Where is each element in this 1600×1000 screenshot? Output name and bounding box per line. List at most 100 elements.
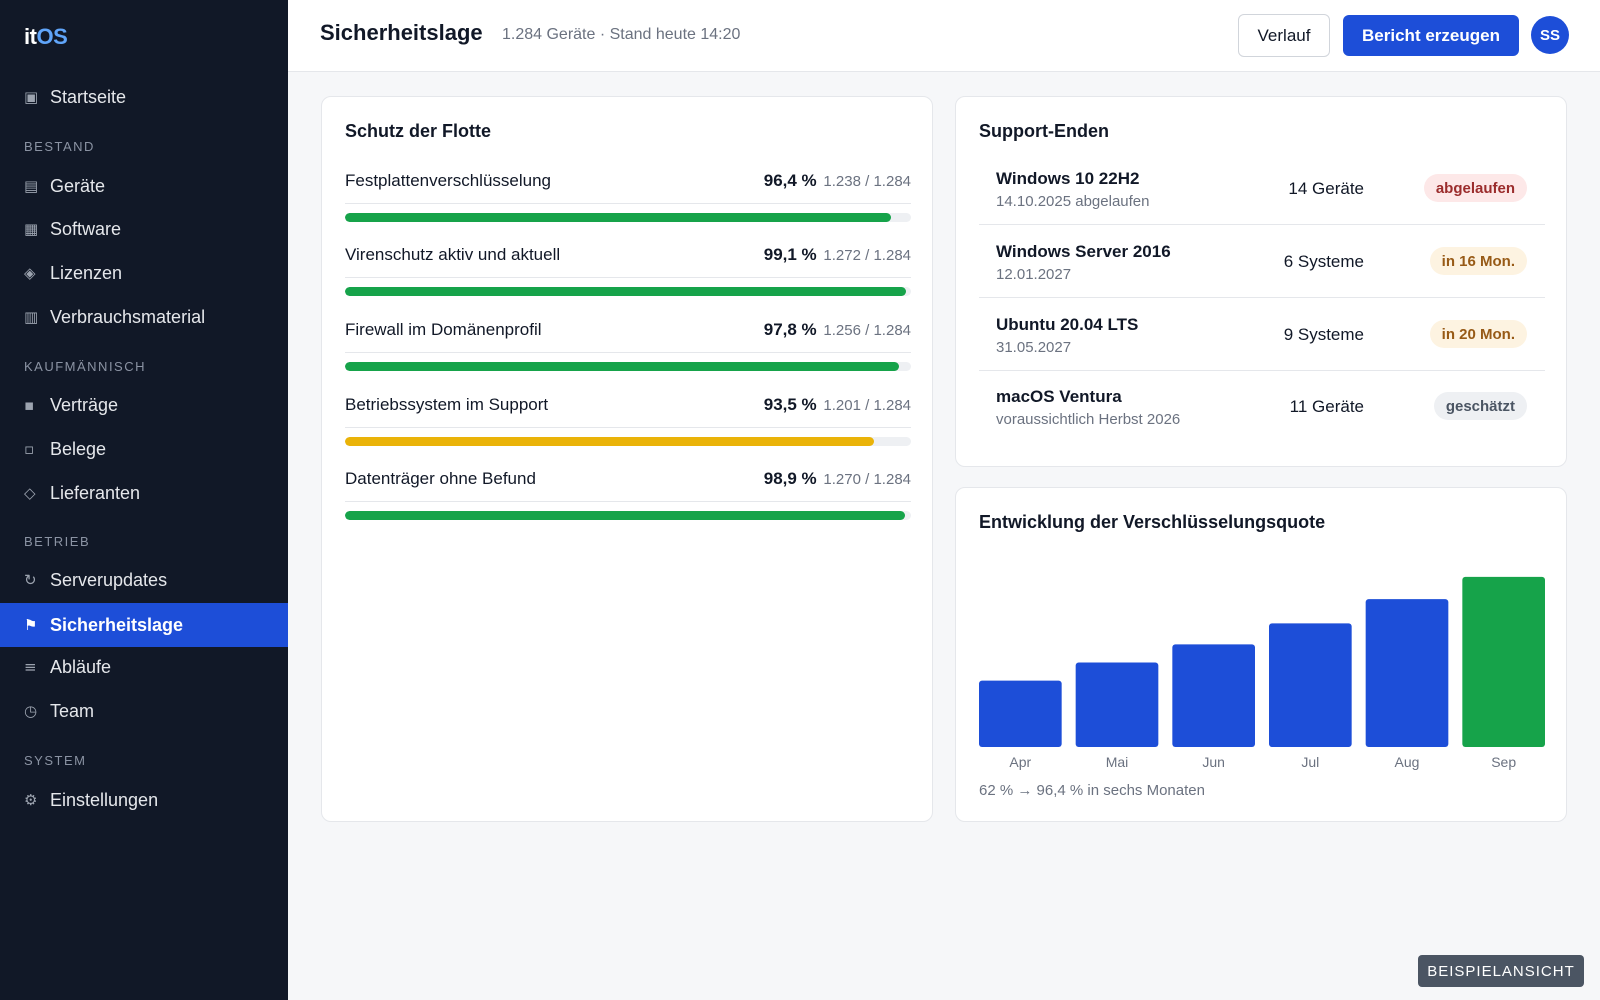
avatar[interactable]: SS [1531, 16, 1569, 54]
protection-percent: 93,5 % [763, 395, 817, 414]
sidebar-item-label: Einstellungen [50, 789, 159, 810]
protection-label: Virenschutz aktiv und aktuell [345, 245, 561, 264]
progress-fill [345, 362, 899, 371]
protection-percent: 99,1 % [763, 245, 817, 264]
chart-bar-apr [979, 680, 1062, 747]
support-end-date: voraussichtlich Herbst 2026 [996, 411, 1181, 428]
sample-view-tag: BEISPIELANSICHT [1418, 955, 1584, 987]
sidebar-item-lizenzen[interactable]: ◈ Lizenzen [0, 251, 288, 295]
contract-icon: ▪ [24, 396, 35, 414]
sidebar-item-verbrauchsmaterial[interactable]: ▥ Verbrauchsmaterial [0, 295, 288, 339]
protection-count: 1.272 / 1.284 [823, 247, 911, 264]
protection-count: 1.256 / 1.284 [823, 322, 911, 339]
sidebar-section-kaufmaennisch: KAUFMÄNNISCH [24, 359, 147, 374]
sidebar-item-label: Startseite [50, 86, 127, 107]
license-icon: ◈ [24, 264, 36, 282]
sidebar-item-label: Verträge [50, 394, 119, 415]
fleet-protection-card: Schutz der Flotte Festplattenverschlüsse… [321, 96, 933, 822]
sidebar-item-startseite[interactable]: ▣ Startseite [0, 75, 288, 119]
sidebar-item-label: Serverupdates [50, 569, 168, 590]
progress-track [345, 287, 911, 296]
protection-count: 1.238 / 1.284 [823, 173, 911, 190]
protection-value: 96,4 % 1.238 / 1.284 [764, 171, 911, 191]
history-button[interactable]: Verlauf [1238, 14, 1330, 57]
chart-tick-label: Jun [1202, 754, 1225, 770]
divider [345, 203, 911, 204]
divider [345, 427, 911, 428]
protection-percent: 97,8 % [763, 320, 817, 339]
protection-row: Festplattenverschlüsselung 96,4 % 1.238 … [345, 171, 911, 231]
generate-report-button[interactable]: Bericht erzeugen [1343, 15, 1519, 56]
support-end-card: Support-Enden Windows 10 22H2 14.10.2025… [955, 96, 1567, 467]
sidebar-item-label: Belege [50, 438, 107, 459]
support-product-name: Windows 10 22H2 [996, 169, 1140, 188]
sidebar: itOS ▣ Startseite BESTAND ▤ Geräte ▦ Sof… [0, 0, 288, 1000]
sidebar-item-label: Lieferanten [50, 482, 141, 503]
protection-label: Firewall im Domänenprofil [345, 320, 542, 339]
progress-fill [345, 437, 875, 446]
sidebar-item-label: Software [50, 218, 122, 239]
support-row[interactable]: macOS Ventura voraussichtlich Herbst 202… [979, 371, 1545, 443]
progress-fill [345, 213, 891, 222]
divider [979, 297, 1545, 298]
sidebar-item-label: Verbrauchsmaterial [50, 306, 206, 327]
sidebar-item-belege[interactable]: ▫ Belege [0, 427, 288, 471]
progress-track [345, 362, 911, 371]
chart-note: 62 % → 96,4 % in sechs Monaten [979, 782, 1205, 799]
page-title: Sicherheitslage [320, 20, 483, 45]
refresh-icon: ↻ [24, 571, 37, 589]
sidebar-item-serverupdates[interactable]: ↻ Serverupdates [0, 558, 288, 602]
protection-row: Betriebssystem im Support 93,5 % 1.201 /… [345, 395, 911, 455]
sidebar-item-label: Abläufe [50, 656, 112, 677]
sidebar-item-einstellungen[interactable]: ⚙ Einstellungen [0, 778, 288, 822]
support-end-date: 14.10.2025 abgelaufen [996, 193, 1150, 210]
chart-tick-label: Sep [1491, 754, 1516, 770]
devices-icon: ▤ [24, 177, 39, 195]
divider [345, 352, 911, 353]
support-device-count: 9 Systeme [1283, 325, 1364, 344]
chart-tick-label: Jul [1301, 754, 1319, 770]
software-icon: ▦ [24, 220, 39, 238]
support-product-name: Windows Server 2016 [996, 242, 1171, 261]
chart-bar-aug [1365, 599, 1449, 747]
sidebar-section-system: SYSTEM [24, 753, 87, 768]
protection-row: Virenschutz aktiv und aktuell 99,1 % 1.2… [345, 245, 911, 305]
sidebar-item-team[interactable]: ◷ Team [0, 689, 288, 733]
protection-count: 1.270 / 1.284 [823, 471, 911, 488]
sidebar-item-software[interactable]: ▦ Software [0, 207, 288, 251]
page-subtitle: 1.284 Geräte · Stand heute 14:20 [502, 26, 741, 43]
support-row[interactable]: Windows Server 2016 12.01.2027 6 Systeme… [979, 226, 1545, 298]
flag-icon: ⚑ [24, 616, 38, 634]
sidebar-item-vertraege[interactable]: ▪ Verträge [0, 383, 288, 427]
chart-bar-mai [1075, 662, 1159, 747]
sidebar-item-geraete[interactable]: ▤ Geräte [0, 164, 288, 208]
protection-percent: 98,9 % [763, 469, 817, 488]
protection-percent: 96,4 % [763, 171, 817, 190]
status-badge: in 16 Mon. [1429, 247, 1527, 275]
protection-label: Betriebssystem im Support [345, 395, 549, 414]
sidebar-item-label: Lizenzen [50, 262, 123, 283]
sidebar-section-bestand: BESTAND [24, 139, 95, 154]
divider [345, 277, 911, 278]
sidebar-item-label: Team [50, 700, 95, 721]
progress-fill [345, 287, 906, 296]
support-row[interactable]: Ubuntu 20.04 LTS 31.05.2027 9 Systeme in… [979, 299, 1545, 371]
brand-part-2: OS [36, 24, 68, 49]
brand-logo[interactable]: itOS [24, 24, 68, 50]
divider [979, 224, 1545, 225]
support-end-date: 31.05.2027 [996, 339, 1072, 356]
sidebar-item-label: Sicherheitslage [50, 614, 184, 635]
chart-bar-sep [1462, 576, 1545, 747]
sidebar-item-ablaeufe[interactable]: ≡ Abläufe [0, 645, 288, 689]
support-row[interactable]: Windows 10 22H2 14.10.2025 abgelaufen 14… [979, 153, 1545, 225]
protection-value: 99,1 % 1.272 / 1.284 [764, 245, 911, 265]
chart-bar-jun [1172, 644, 1255, 747]
protection-value: 93,5 % 1.201 / 1.284 [764, 395, 911, 415]
supplies-icon: ▥ [24, 308, 39, 326]
sidebar-item-label: Geräte [50, 175, 106, 196]
progress-track [345, 437, 911, 446]
gear-icon: ⚙ [24, 791, 38, 809]
sidebar-item-sicherheitslage[interactable]: ⚑ Sicherheitslage [0, 603, 288, 647]
sidebar-item-lieferanten[interactable]: ◇ Lieferanten [0, 471, 288, 515]
support-product-name: macOS Ventura [996, 387, 1122, 406]
